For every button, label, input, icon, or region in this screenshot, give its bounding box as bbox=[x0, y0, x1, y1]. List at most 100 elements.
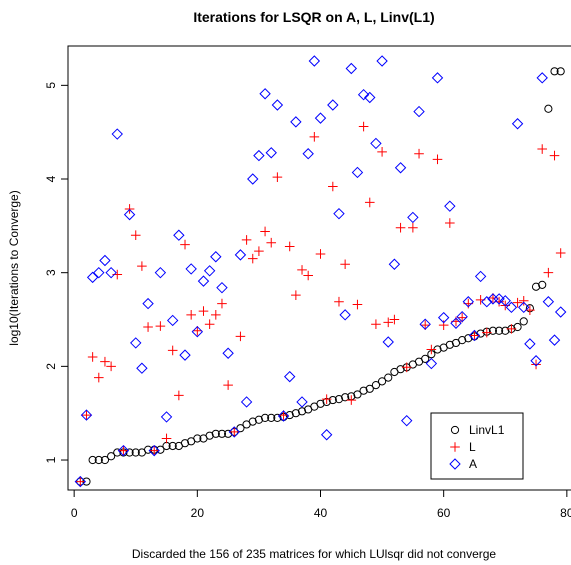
data-point-a bbox=[370, 137, 382, 150]
data-point-linvl1 bbox=[143, 445, 153, 454]
data-point-l bbox=[149, 445, 160, 456]
data-point-l bbox=[420, 320, 430, 330]
data-point-a bbox=[407, 211, 419, 224]
data-point-l bbox=[223, 380, 233, 390]
data-point-l bbox=[321, 394, 332, 404]
data-point-l bbox=[303, 270, 313, 281]
data-point-l bbox=[346, 395, 357, 405]
data-point-a bbox=[136, 362, 148, 374]
data-point-l bbox=[254, 246, 264, 256]
data-point-l bbox=[340, 259, 350, 270]
data-point-l bbox=[438, 320, 449, 330]
data-point-a bbox=[271, 99, 284, 111]
data-point-a bbox=[333, 207, 345, 220]
data-point-l bbox=[518, 295, 529, 306]
y-tick-label: 1 bbox=[44, 456, 58, 463]
data-point-a bbox=[345, 62, 358, 75]
data-point-l bbox=[174, 390, 184, 401]
data-point-l bbox=[525, 305, 535, 315]
data-point-a bbox=[351, 166, 364, 179]
data-point-linvl1 bbox=[328, 395, 337, 405]
data-point-linvl1 bbox=[205, 431, 214, 440]
data-point-a bbox=[524, 338, 536, 350]
data-point-linvl1 bbox=[445, 340, 454, 349]
x-tick-label: 0 bbox=[71, 506, 78, 520]
data-point-a bbox=[388, 258, 401, 270]
data-point-a bbox=[265, 147, 277, 159]
data-point-a bbox=[123, 208, 136, 221]
data-point-linvl1 bbox=[488, 326, 498, 335]
data-point-l bbox=[469, 330, 480, 341]
data-point-a bbox=[493, 293, 505, 305]
data-point-linvl1 bbox=[384, 373, 393, 382]
data-point-l bbox=[395, 222, 406, 233]
data-point-a bbox=[327, 99, 339, 111]
data-point-l bbox=[75, 476, 86, 487]
data-point-linvl1 bbox=[297, 407, 307, 416]
legend-box bbox=[430, 412, 524, 480]
data-point-l bbox=[383, 317, 394, 328]
data-point-linvl1 bbox=[131, 448, 140, 457]
data-point-l bbox=[334, 296, 344, 307]
data-point-a bbox=[401, 414, 413, 427]
data-point-linvl1 bbox=[501, 326, 510, 335]
data-point-l bbox=[481, 327, 492, 338]
data-point-linvl1 bbox=[359, 386, 368, 395]
data-point-l bbox=[291, 290, 301, 300]
data-point-linvl1 bbox=[513, 322, 522, 332]
data-point-a bbox=[536, 72, 548, 84]
data-point-linvl1 bbox=[180, 439, 190, 448]
data-point-a bbox=[530, 355, 542, 367]
data-point-linvl1 bbox=[371, 380, 381, 390]
data-point-a bbox=[283, 370, 296, 383]
data-point-l bbox=[87, 352, 98, 362]
data-point-a bbox=[185, 263, 197, 275]
data-point-a bbox=[80, 409, 93, 421]
data-point-a bbox=[518, 301, 530, 314]
x-tick-label: 60 bbox=[437, 506, 451, 520]
data-point-a bbox=[357, 89, 370, 101]
data-point-linvl1 bbox=[88, 455, 97, 465]
y-tick-label: 3 bbox=[44, 269, 58, 276]
data-point-l bbox=[186, 310, 196, 320]
x-axis-label: Discarded the 156 of 235 matrices for wh… bbox=[132, 547, 497, 561]
data-point-l bbox=[137, 261, 147, 271]
data-point-linvl1 bbox=[168, 441, 177, 451]
data-point-l bbox=[235, 331, 246, 342]
data-point-a bbox=[481, 296, 493, 308]
data-point-l bbox=[93, 372, 104, 383]
data-point-a bbox=[425, 357, 438, 370]
data-point-a bbox=[314, 112, 327, 124]
data-point-l bbox=[426, 344, 437, 355]
data-point-linvl1 bbox=[107, 452, 116, 461]
data-point-l bbox=[401, 362, 412, 373]
data-point-linvl1 bbox=[267, 413, 276, 422]
data-point-l bbox=[297, 265, 307, 275]
data-point-l bbox=[167, 345, 178, 356]
data-point-a bbox=[554, 306, 567, 318]
data-point-a bbox=[511, 118, 524, 130]
data-point-l bbox=[543, 267, 554, 278]
data-point-a bbox=[413, 105, 425, 118]
data-point-a bbox=[277, 410, 290, 422]
data-point-linvl1 bbox=[458, 336, 467, 345]
data-point-linvl1 bbox=[377, 377, 387, 386]
data-point-l bbox=[408, 222, 418, 233]
data-point-a bbox=[382, 336, 394, 348]
legend: LinvL1 L A bbox=[430, 412, 524, 480]
data-point-l bbox=[377, 147, 387, 157]
data-point-a bbox=[111, 128, 123, 140]
data-point-l bbox=[555, 248, 566, 258]
data-point-linvl1 bbox=[341, 393, 350, 402]
data-point-linvl1 bbox=[544, 104, 553, 113]
y-tick-label: 4 bbox=[44, 175, 58, 182]
data-point-l bbox=[494, 296, 504, 307]
data-point-l bbox=[537, 144, 548, 154]
data-point-l bbox=[371, 319, 381, 330]
data-point-linvl1 bbox=[193, 434, 202, 443]
data-point-a bbox=[419, 318, 431, 330]
data-point-l bbox=[512, 297, 523, 308]
x-tick-label: 20 bbox=[191, 506, 205, 520]
data-point-a bbox=[173, 229, 185, 241]
data-point-a bbox=[247, 173, 259, 185]
